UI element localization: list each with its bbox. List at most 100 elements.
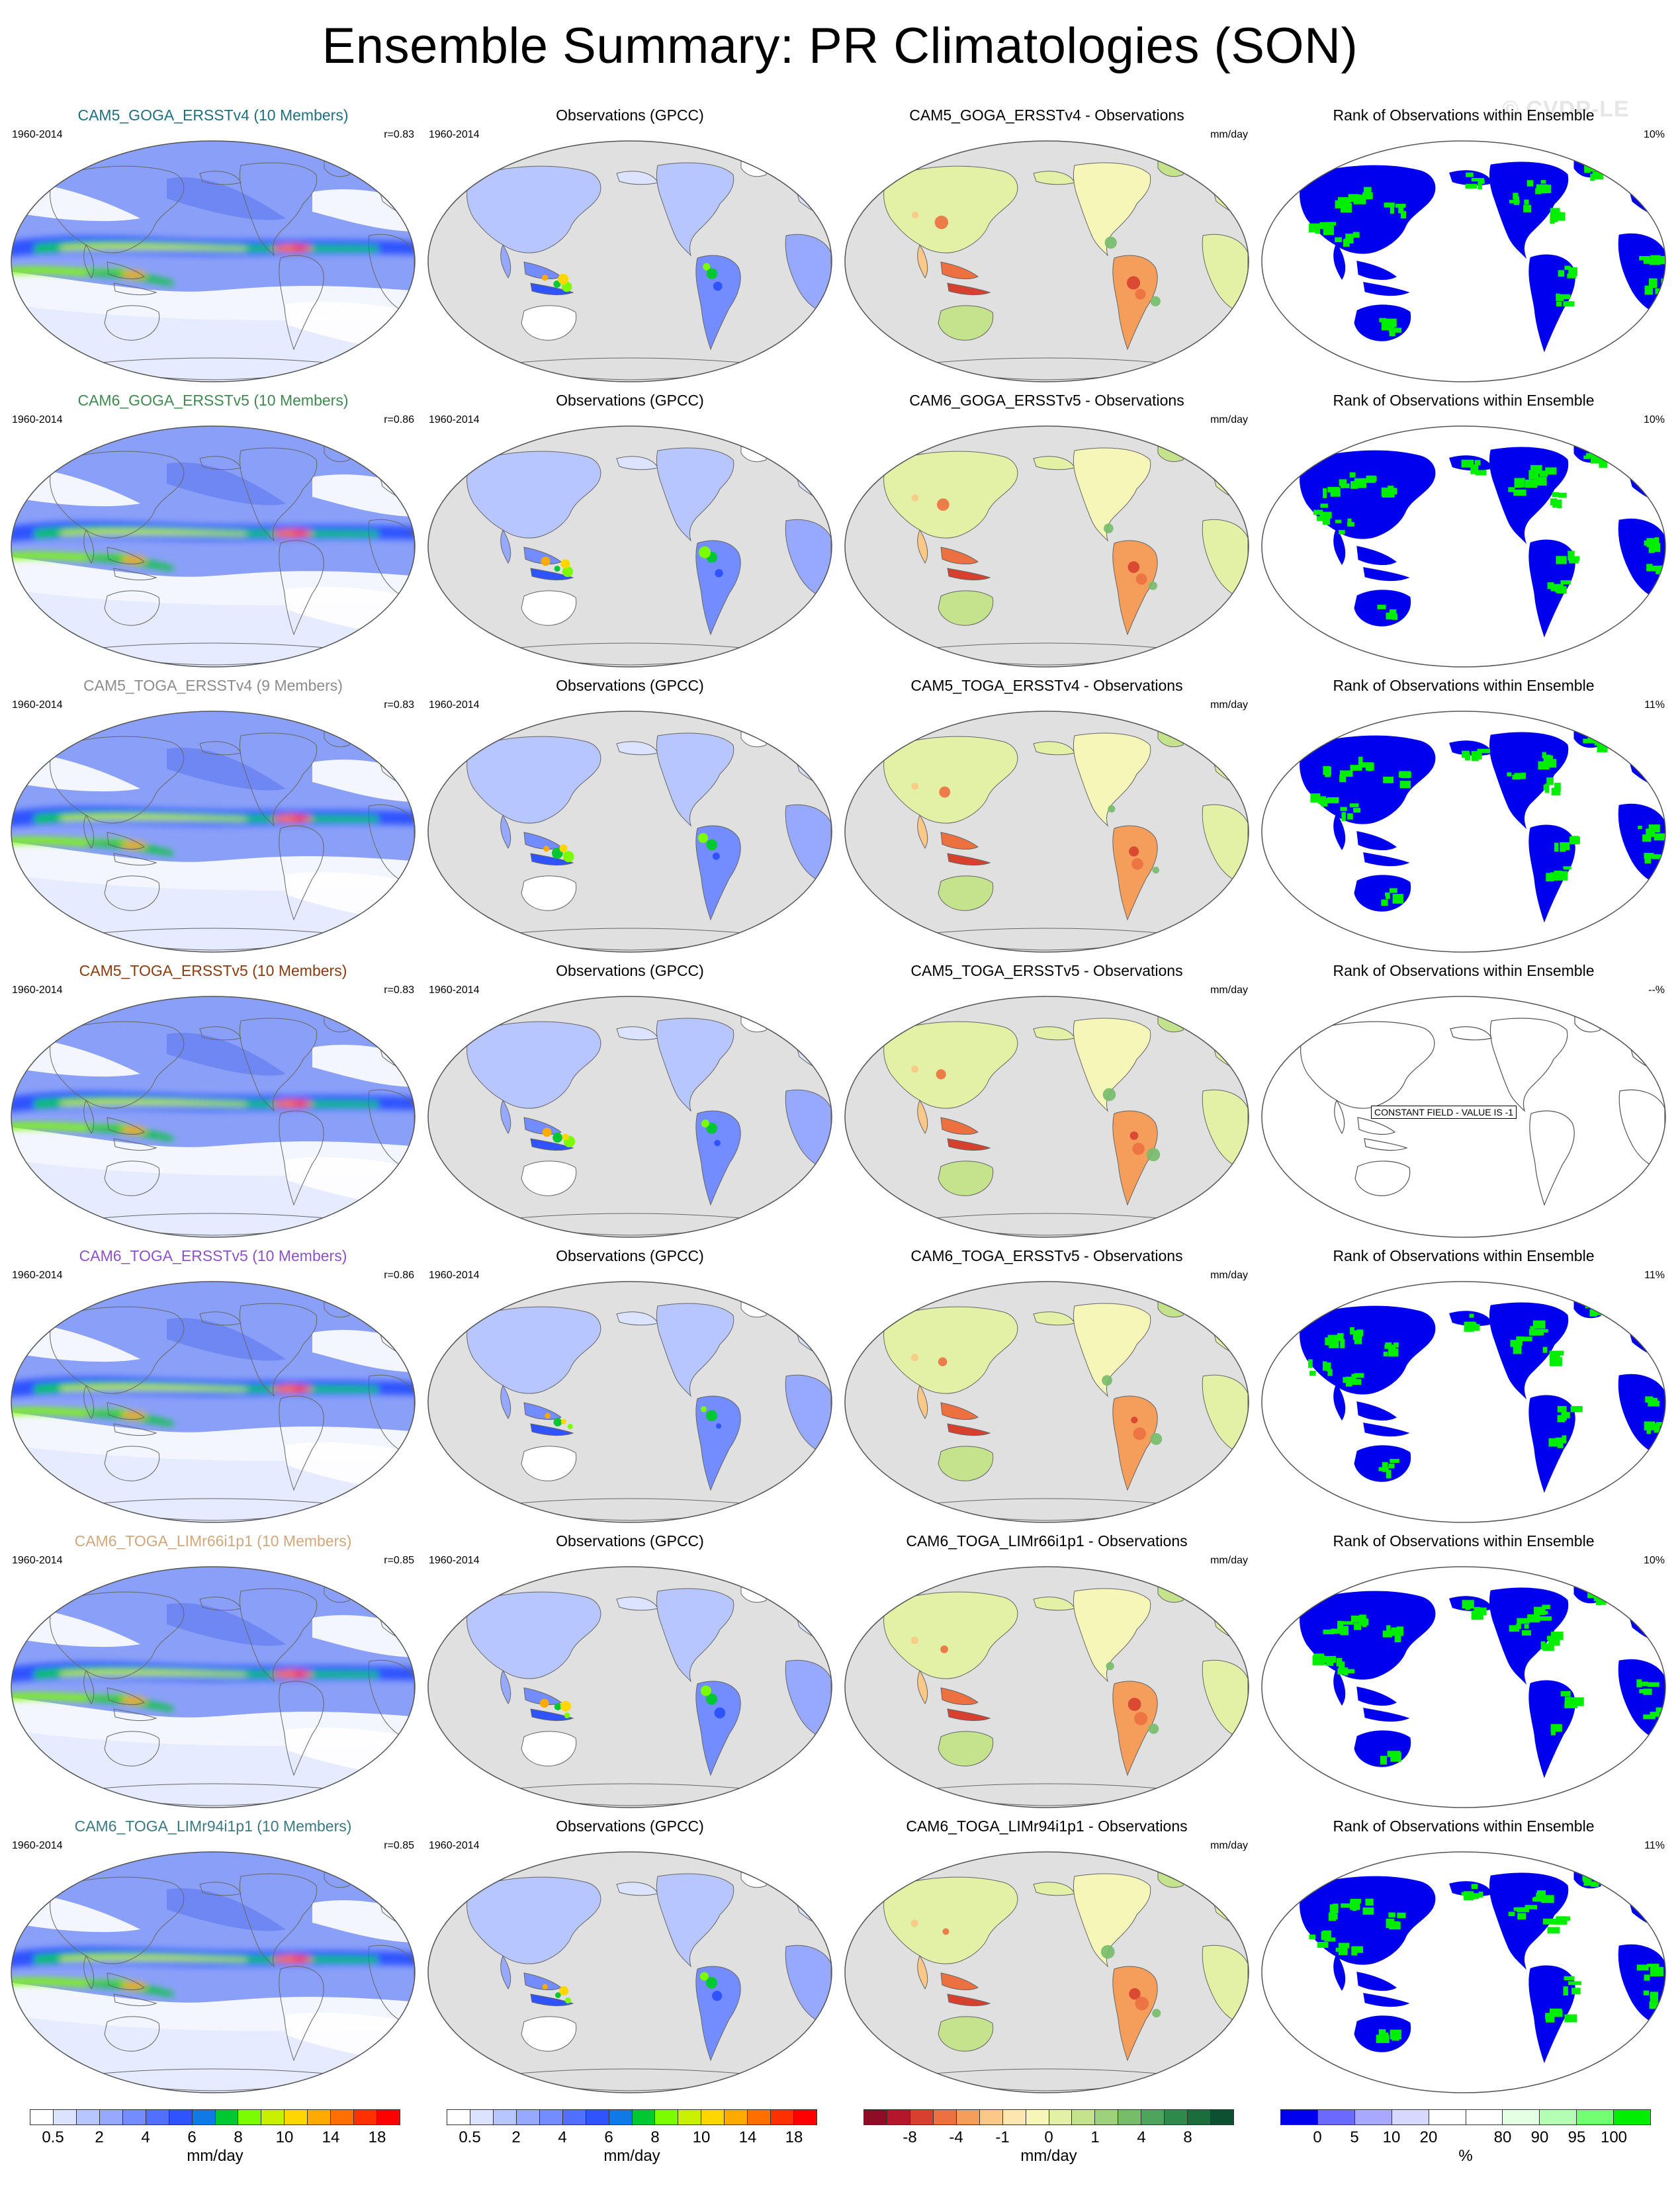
obs-years: 1960-2014 [429,699,480,711]
obs-title: Observations (GPCC) [556,677,704,694]
landmass-namerica [239,1018,318,1112]
map-outline [427,425,832,668]
landmass-australia [938,875,994,911]
landmass-eurasia [50,1876,185,1964]
rank-panel: Rank of Observations within Ensemble 11% [1259,1247,1669,1524]
landmass-indonesia [530,853,574,866]
legend-tick: 10 [275,2128,294,2146]
map-outline [427,140,832,382]
landmass-namerica [656,1588,734,1683]
landmass-antarctica [920,1498,1173,1521]
pattern-correlation: r=0.83 [384,985,414,996]
landmass-samerica [695,1110,741,1206]
diff-map-svg [844,1851,1249,2093]
landmass-australia [521,1160,577,1196]
rank-map-svg [1261,140,1666,382]
landmass-india [83,814,95,850]
legend-swatch [701,2110,725,2124]
legend-swatch [1026,2110,1049,2124]
legend-swatch [192,2110,216,2124]
obs-map [425,709,835,954]
diff-map-svg [844,996,1249,1238]
landmass-india [83,1669,95,1705]
rank-percent: 10% [1643,1555,1665,1566]
landmass-samerica [279,1395,324,1491]
model-years: 1960-2014 [12,1270,63,1281]
diff-panel: CAM5_GOGA_ERSSTv4 - Observations mm/day [842,106,1252,384]
legend-tick: 4 [141,2128,150,2146]
landmass-eurasia [1300,165,1436,254]
legend-tick: 6 [604,2128,613,2146]
rank-title: Rank of Observations within Ensemble [1333,1247,1595,1264]
legend-tick: 0.5 [42,2128,64,2146]
obs-map-svg [427,996,832,1238]
legend-tick: -1 [995,2128,1010,2146]
diff-map-svg [844,425,1249,668]
landmass-samerica [1112,1395,1158,1491]
landmass-indonesia [1363,1708,1410,1722]
legend-tick: 4 [558,2128,567,2146]
legend-tick: 14 [738,2128,757,2146]
legend-swatch [1211,2110,1233,2124]
legend-tick: 80 [1493,2128,1512,2146]
legend-swatch [609,2110,633,2124]
legend-tick: 90 [1530,2128,1549,2146]
landmass-australia [1354,1160,1411,1196]
diff-title: CAM5_GOGA_ERSSTv4 - Observations [909,107,1184,124]
legend-tick: 1 [1090,2128,1100,2146]
legend-swatch [748,2110,772,2124]
legend-swatch [1002,2110,1026,2124]
landmass-antarctica [920,642,1173,666]
landmass-samerica [279,1966,324,2062]
rank-map-svg [1261,425,1666,668]
legend-tick-labels: -8 -4 -1 0 1 4 8 [863,2128,1234,2148]
rank-map [1259,709,1669,954]
legend-swatch [122,2110,146,2124]
diff-map-svg [844,1566,1249,1808]
legend-tick: 2 [95,2128,104,2146]
landmass-eurasia [1300,1021,1435,1109]
landmass-australia [104,2016,160,2052]
landmass-india [917,1669,928,1705]
landmass-alaska [199,741,242,756]
map-outline [1261,1566,1666,1808]
legend-unit: mm/day [1020,2147,1077,2165]
map-outline [11,1281,416,1523]
landmass-indonesia [947,1138,991,1151]
model-years: 1960-2014 [12,1840,63,1851]
legend-unit: % [1458,2147,1473,2165]
legend-swatch [864,2110,887,2124]
landmass-australia [521,1731,577,1767]
landmass-australia [104,305,160,341]
model-panel: CAM6_TOGA_LIMr94i1p1 (10 Members) 1960-20… [8,1817,418,2095]
landmass-alaska [199,456,242,470]
legend-color-boxes [863,2109,1234,2125]
legend-tick: 2 [511,2128,521,2146]
landmass-namerica [656,732,734,827]
model-title: CAM6_TOGA_ERSSTv5 (10 Members) [79,1247,347,1264]
legend-swatch [1614,2110,1651,2124]
model-title: CAM6_TOGA_LIMr66i1p1 (10 Members) [74,1532,352,1550]
diff-map-svg [844,140,1249,382]
landmass-namerica [656,1303,734,1397]
model-panel: CAM6_TOGA_ERSSTv5 (10 Members) 1960-2014 r… [8,1247,418,1524]
landmass-namerica [239,1588,318,1683]
model-years: 1960-2014 [12,985,63,996]
legend-tick: 10 [1382,2128,1401,2146]
landmass-india [1333,242,1346,281]
landmass-indonesia [947,568,991,581]
landmass-australia [521,875,577,911]
legend-swatch [1141,2110,1165,2124]
model-map-svg [11,425,416,668]
landmass-australia [938,590,994,626]
landmass-samerica [1112,1681,1158,1776]
landmass-samerica [695,540,741,636]
legend-tick: 95 [1568,2128,1586,2146]
landmass-namerica [239,1303,318,1397]
legend-swatch [1354,2110,1392,2124]
obs-panel: Observations (GPCC) 1960-2014 [425,1817,835,2095]
landmass-australia [104,1731,160,1767]
legend-tick: 8 [234,2128,243,2146]
map-outline [1261,140,1666,382]
legend-unit: mm/day [187,2147,243,2165]
